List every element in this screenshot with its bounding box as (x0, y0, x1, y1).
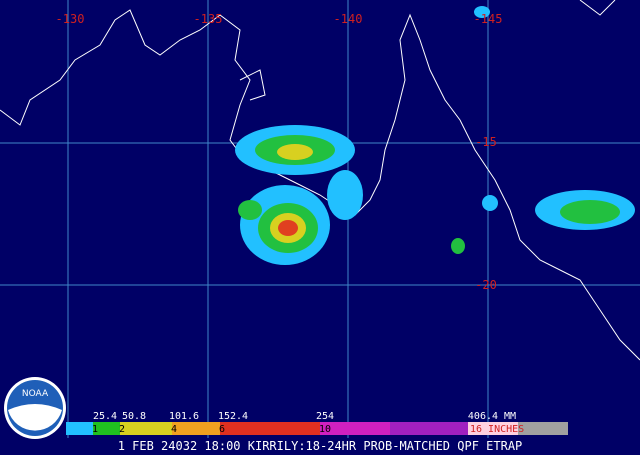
scale-label: 101.6 (169, 411, 199, 422)
scale-label: 406.4 MM (468, 411, 516, 422)
scale-label: 50.8 (122, 411, 146, 422)
lon-label: -145 (474, 12, 503, 26)
scale-inch: 1 (92, 424, 98, 435)
scale-inch: 16 INCHES (470, 424, 524, 435)
precipitation (235, 6, 635, 265)
color-scale: 25.4 50.8 101.6 152.4 254 406.4 MM 1 2 4… (66, 411, 568, 435)
scale-inch: 4 (171, 424, 177, 435)
lon-labels: -130 -135 -140 -145 (56, 12, 503, 26)
lon-label: -140 (334, 12, 363, 26)
scale-label: 152.4 (218, 411, 248, 422)
logo-text: NOAA (22, 389, 49, 399)
scale-inch: 2 (119, 424, 125, 435)
lon-label: -135 (194, 12, 223, 26)
caption: 1 FEB 24032 18:00 KIRRILY:18-24HR PROB-M… (118, 439, 523, 453)
lon-label: -130 (56, 12, 85, 26)
lat-label: -15 (475, 135, 497, 149)
noaa-logo: NOAA (4, 377, 66, 439)
scale-inch: 6 (219, 424, 225, 435)
scale-label: 254 (316, 411, 334, 422)
scale-inch: 10 (319, 424, 331, 435)
lat-label: -20 (475, 278, 497, 292)
scale-label: 25.4 (93, 411, 117, 422)
